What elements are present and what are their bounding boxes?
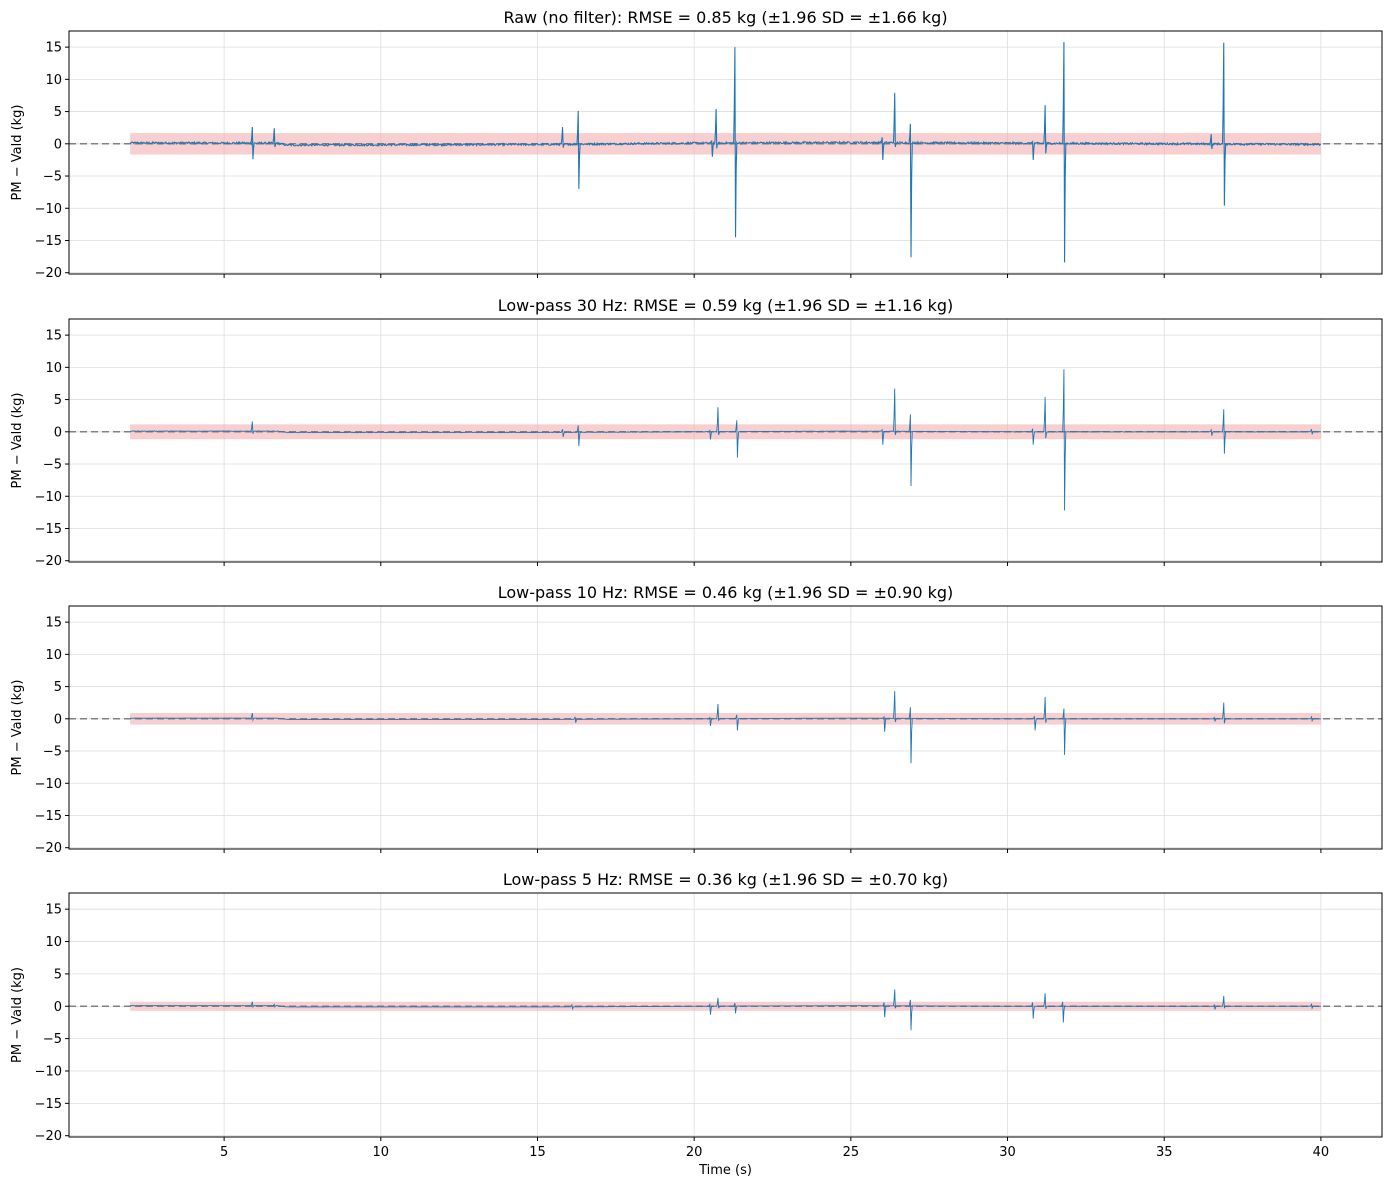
x-tick-label: 35 (1156, 1145, 1173, 1160)
y-tick-label: −10 (35, 490, 62, 505)
y-tick-label: −10 (35, 777, 62, 792)
y-tick-label: −5 (43, 1032, 62, 1047)
y-tick-label: 15 (45, 903, 62, 918)
panel-title: Low-pass 10 Hz: RMSE = 0.46 kg (±1.96 SD… (498, 583, 954, 602)
panel-title: Raw (no filter): RMSE = 0.85 kg (±1.96 S… (503, 8, 947, 27)
y-axis-label: PM − Vald (kg) (10, 105, 25, 201)
series-line (129, 41, 1322, 263)
y-tick-label: 5 (54, 967, 62, 982)
series-line (130, 989, 1321, 1031)
y-tick-label: 0 (54, 425, 62, 440)
x-tick-label: 5 (220, 1145, 228, 1160)
y-tick-label: −15 (35, 809, 62, 824)
x-tick-label: 10 (373, 1145, 390, 1160)
y-tick-label: 15 (45, 41, 62, 56)
y-tick-label: 5 (54, 393, 62, 408)
y-tick-label: 10 (45, 361, 62, 376)
y-tick-label: −20 (35, 1129, 62, 1144)
y-tick-label: −15 (35, 234, 62, 249)
series-line (130, 691, 1321, 764)
y-tick-label: −5 (43, 170, 62, 185)
y-tick-label: −15 (35, 1097, 62, 1112)
panel-title: Low-pass 5 Hz: RMSE = 0.36 kg (±1.96 SD … (503, 870, 948, 889)
y-tick-label: −15 (35, 522, 62, 537)
y-tick-label: 5 (54, 680, 62, 695)
y-axis-label: PM − Vald (kg) (10, 967, 25, 1063)
y-tick-label: 0 (54, 712, 62, 727)
y-axis-label: PM − Vald (kg) (10, 680, 25, 776)
y-tick-label: 15 (45, 329, 62, 344)
y-tick-label: −10 (35, 202, 62, 217)
y-tick-label: 10 (45, 648, 62, 663)
panel-4: −20 −15 −10 −5 0 5 10 15 5 10 15 20 25 30 35 40 Low-pass… (10, 870, 1383, 1178)
y-tick-label: −20 (35, 554, 62, 569)
panel-3: −20 −15 −10 −5 0 5 10 15 Low-pass 10 Hz: RMSE = … (10, 583, 1383, 856)
y-tick-label: 5 (54, 105, 62, 120)
y-tick-label: 10 (45, 935, 62, 950)
x-tick-label: 20 (686, 1145, 703, 1160)
y-tick-label: −5 (43, 458, 62, 473)
x-axis-label: Time (s) (698, 1163, 752, 1178)
x-tick-label: 30 (999, 1145, 1016, 1160)
series-line (130, 369, 1321, 511)
y-tick-label: 0 (54, 1000, 62, 1015)
axes-frame (68, 318, 1383, 563)
x-tick-label: 15 (529, 1145, 546, 1160)
y-tick-label: −5 (43, 745, 62, 760)
panel-1: −20 −15 −10 −5 0 5 10 15 Raw (no filter): RMSE =… (10, 8, 1383, 281)
y-tick-label: −20 (35, 266, 62, 281)
y-tick-label: 0 (54, 137, 62, 152)
y-axis-label: PM − Vald (kg) (10, 393, 25, 489)
y-tick-label: −20 (35, 841, 62, 856)
panel-title: Low-pass 30 Hz: RMSE = 0.59 kg (±1.96 SD… (498, 296, 954, 315)
axes-frame (68, 30, 1383, 275)
y-tick-label: 10 (45, 73, 62, 88)
x-tick-label: 25 (843, 1145, 860, 1160)
axes-frame (68, 892, 1383, 1138)
y-tick-label: 15 (45, 616, 62, 631)
panel-2: −20 −15 −10 −5 0 5 10 15 Low-pass 30 Hz: RMSE = … (10, 296, 1383, 569)
x-tick-label: 40 (1313, 1145, 1330, 1160)
y-tick-label: −10 (35, 1064, 62, 1079)
axes-frame (68, 605, 1383, 850)
